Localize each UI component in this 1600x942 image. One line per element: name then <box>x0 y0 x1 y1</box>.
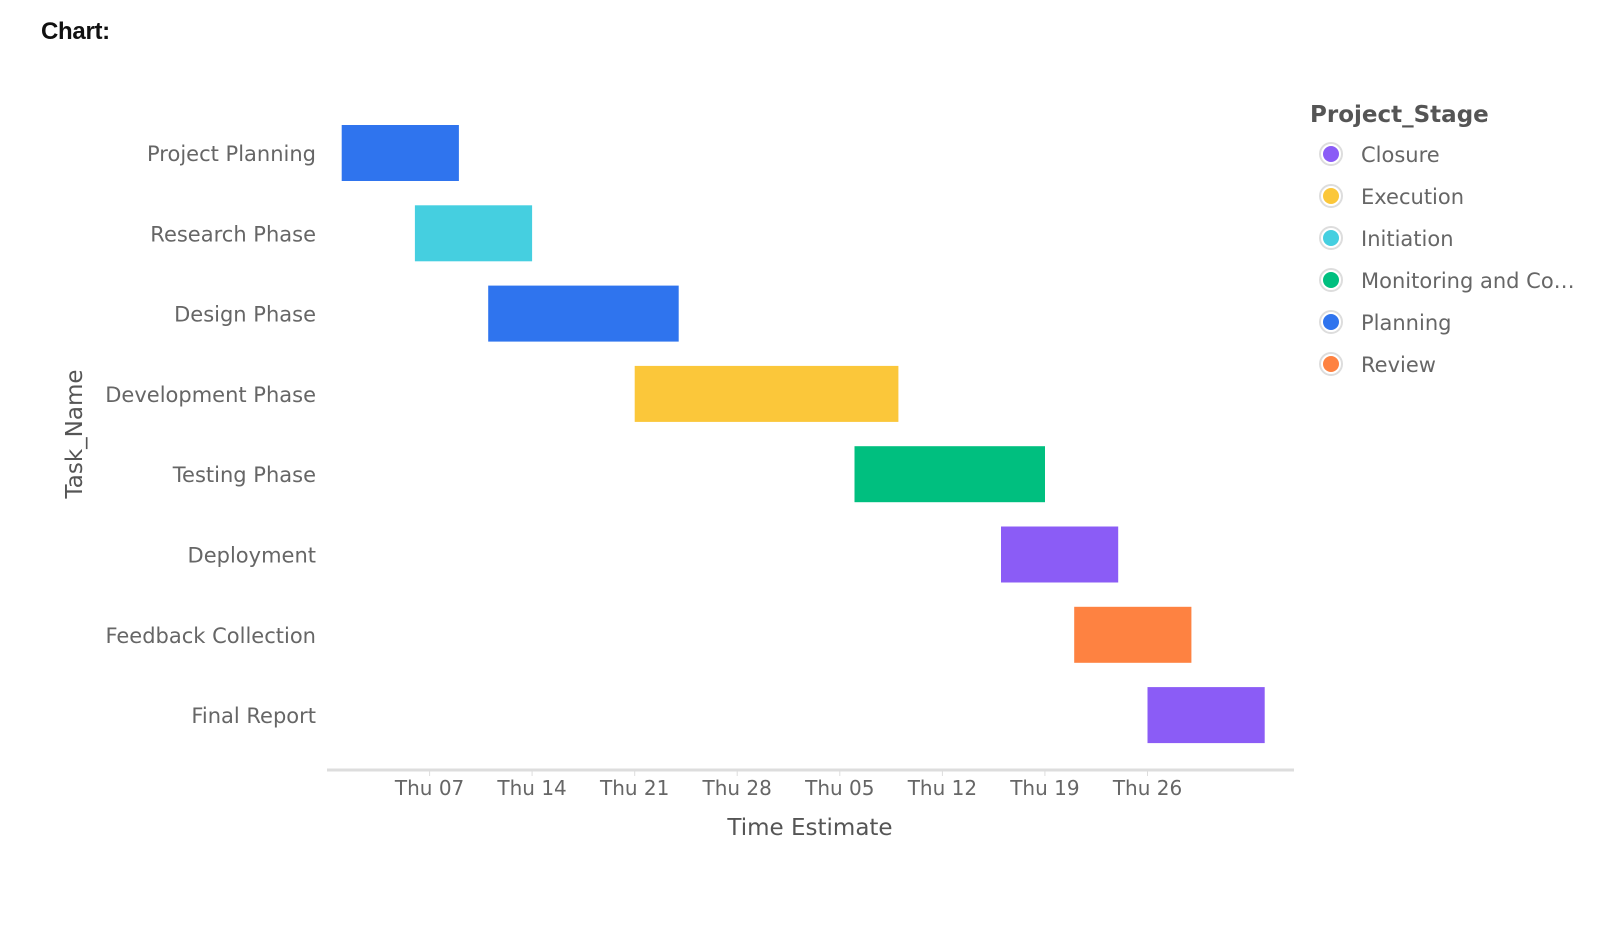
gantt-bar[interactable] <box>1001 526 1119 583</box>
task-label: Testing Phase <box>172 463 316 487</box>
task-label: Design Phase <box>174 303 316 327</box>
legend-label: Execution <box>1361 185 1464 209</box>
gantt-bar[interactable] <box>854 446 1046 503</box>
gantt-bar[interactable] <box>341 125 459 181</box>
legend-swatch <box>1323 146 1339 162</box>
legend-item[interactable]: Closure <box>1319 142 1440 167</box>
x-tick-label: Thu 12 <box>907 776 977 800</box>
legend-item[interactable]: Planning <box>1319 310 1451 335</box>
x-tick-label: Thu 28 <box>702 776 772 800</box>
x-tick-label: Thu 19 <box>1009 776 1079 800</box>
legend-item[interactable]: Review <box>1319 352 1436 377</box>
legend-swatch <box>1323 230 1339 246</box>
legend-title: Project_Stage <box>1310 102 1489 128</box>
x-axis: Thu 07 Thu 14 Thu 21 Thu 28 Thu 05 Thu 12 Thu … <box>327 768 1294 800</box>
x-tick-label: Thu 07 <box>394 776 464 800</box>
task-label: Development Phase <box>105 383 316 407</box>
y-axis-title: Task_Name <box>62 370 88 500</box>
legend-item[interactable]: Execution <box>1319 184 1464 209</box>
legend-item[interactable]: Monitoring and Co… <box>1319 268 1575 293</box>
task-label: Final Report <box>191 704 316 728</box>
legend-label: Monitoring and Co… <box>1361 269 1575 293</box>
legend: Project_Stage Closure Execution Initiation… <box>1310 102 1575 377</box>
task-labels-layer: Project Planning Research Phase Design Pha… <box>105 142 316 728</box>
legend-label: Initiation <box>1361 227 1454 251</box>
legend-label: Review <box>1361 353 1436 377</box>
legend-label: Closure <box>1361 143 1440 167</box>
gantt-bar[interactable] <box>1074 606 1192 663</box>
x-tick-label: Thu 14 <box>496 776 566 800</box>
page-heading: Chart: <box>41 18 110 45</box>
task-label: Deployment <box>188 544 316 568</box>
legend-label: Planning <box>1361 311 1451 335</box>
task-label: Project Planning <box>147 142 316 166</box>
x-tick-label: Thu 26 <box>1112 776 1182 800</box>
task-label: Research Phase <box>150 222 316 246</box>
legend-swatch <box>1323 272 1339 288</box>
bars-layer <box>341 125 1265 744</box>
gantt-bar[interactable] <box>414 205 533 262</box>
legend-swatch <box>1323 314 1339 330</box>
x-axis-title: Time Estimate <box>726 815 892 841</box>
gantt-bar[interactable] <box>488 285 679 342</box>
gantt-bar[interactable] <box>634 365 899 422</box>
legend-item[interactable]: Initiation <box>1319 226 1454 251</box>
task-label: Feedback Collection <box>105 624 316 648</box>
x-tick-label: Thu 05 <box>804 776 874 800</box>
x-tick-label: Thu 21 <box>599 776 669 800</box>
legend-swatch <box>1323 356 1339 372</box>
gantt-bar[interactable] <box>1147 687 1265 744</box>
legend-swatch <box>1323 188 1339 204</box>
